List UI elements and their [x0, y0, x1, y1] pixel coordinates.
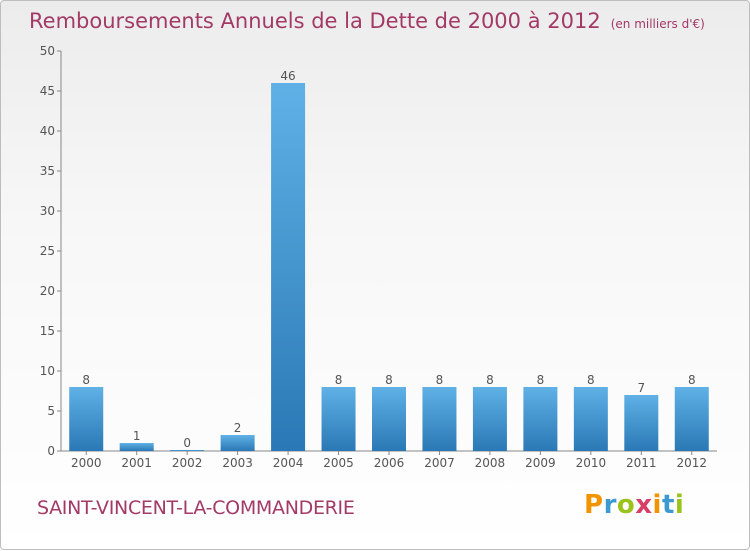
x-tick-label: 2008 — [475, 456, 506, 470]
x-tick-label: 2003 — [222, 456, 253, 470]
bar-2004 — [271, 83, 306, 451]
logo-letter: P — [584, 490, 604, 520]
data-labels: 8 1 0 2 46 8 8 8 8 8 8 7 8 — [82, 69, 695, 450]
bar-2009 — [523, 387, 558, 451]
x-tick-label: 2011 — [626, 456, 657, 470]
logo-letter: t — [661, 490, 675, 520]
bar-2003 — [220, 435, 255, 451]
bar-2011 — [624, 395, 659, 451]
data-label-2012: 8 — [688, 373, 696, 387]
bar-2010 — [573, 387, 608, 451]
bar-2000 — [69, 387, 104, 451]
data-label-2001: 1 — [133, 429, 141, 443]
y-tick-label: 0 — [47, 444, 55, 458]
proxiti-logo: Proxiti — [584, 490, 684, 520]
logo-letter: r — [603, 490, 617, 520]
x-tick-label: 2004 — [273, 456, 304, 470]
bars — [69, 83, 709, 451]
logo-letter: o — [616, 490, 636, 520]
x-tick-label: 2010 — [576, 456, 607, 470]
y-tick-label: 15 — [40, 324, 55, 338]
bar-2012 — [674, 387, 709, 451]
y-tick-label: 5 — [47, 404, 55, 418]
y-tick-label: 50 — [40, 44, 55, 58]
logo-letter: i — [652, 490, 662, 520]
bar-2006 — [372, 387, 406, 451]
logo-letter: x — [635, 490, 653, 520]
data-label-2002: 0 — [183, 436, 191, 450]
bar-2008 — [472, 387, 507, 451]
data-label-2007: 8 — [436, 373, 444, 387]
y-tick-label: 10 — [40, 364, 55, 378]
y-tick-label: 45 — [40, 84, 55, 98]
y-tick-label: 30 — [40, 204, 55, 218]
data-label-2009: 8 — [537, 373, 545, 387]
logo-letter: i — [674, 490, 685, 520]
title-text: Remboursements Annuels de la Dette de 20… — [29, 9, 601, 33]
y-tick-label: 35 — [40, 164, 55, 178]
y-tick-label: 20 — [40, 284, 55, 298]
title-unit: (en milliers d'€) — [610, 17, 705, 31]
x-tick-label: 2006 — [374, 456, 405, 470]
data-label-2003: 2 — [234, 421, 242, 435]
data-label-2008: 8 — [486, 373, 494, 387]
bar-2007 — [422, 387, 457, 451]
x-tick-label: 2001 — [121, 456, 152, 470]
y-tick-label: 40 — [40, 124, 55, 138]
bar-2001 — [119, 443, 154, 451]
x-tick-label: 2007 — [424, 456, 455, 470]
data-label-2000: 8 — [82, 373, 90, 387]
data-label-2005: 8 — [335, 373, 343, 387]
commune-name: SAINT-VINCENT-LA-COMMANDERIE — [37, 497, 355, 519]
x-tick-label: 2012 — [676, 456, 707, 470]
x-tick-label: 2009 — [525, 456, 556, 470]
x-tick-label: 2000 — [71, 456, 102, 470]
chart-title: Remboursements Annuels de la Dette de 20… — [29, 9, 705, 33]
data-label-2011: 7 — [637, 381, 645, 395]
data-label-2010: 8 — [587, 373, 595, 387]
x-tick-label: 2002 — [172, 456, 203, 470]
x-tick-label: 2005 — [323, 456, 354, 470]
bar-2002 — [170, 450, 205, 451]
bar-2005 — [321, 387, 356, 451]
y-tick-label: 25 — [40, 244, 55, 258]
data-label-2006: 8 — [385, 373, 393, 387]
data-label-2004: 46 — [280, 69, 295, 83]
